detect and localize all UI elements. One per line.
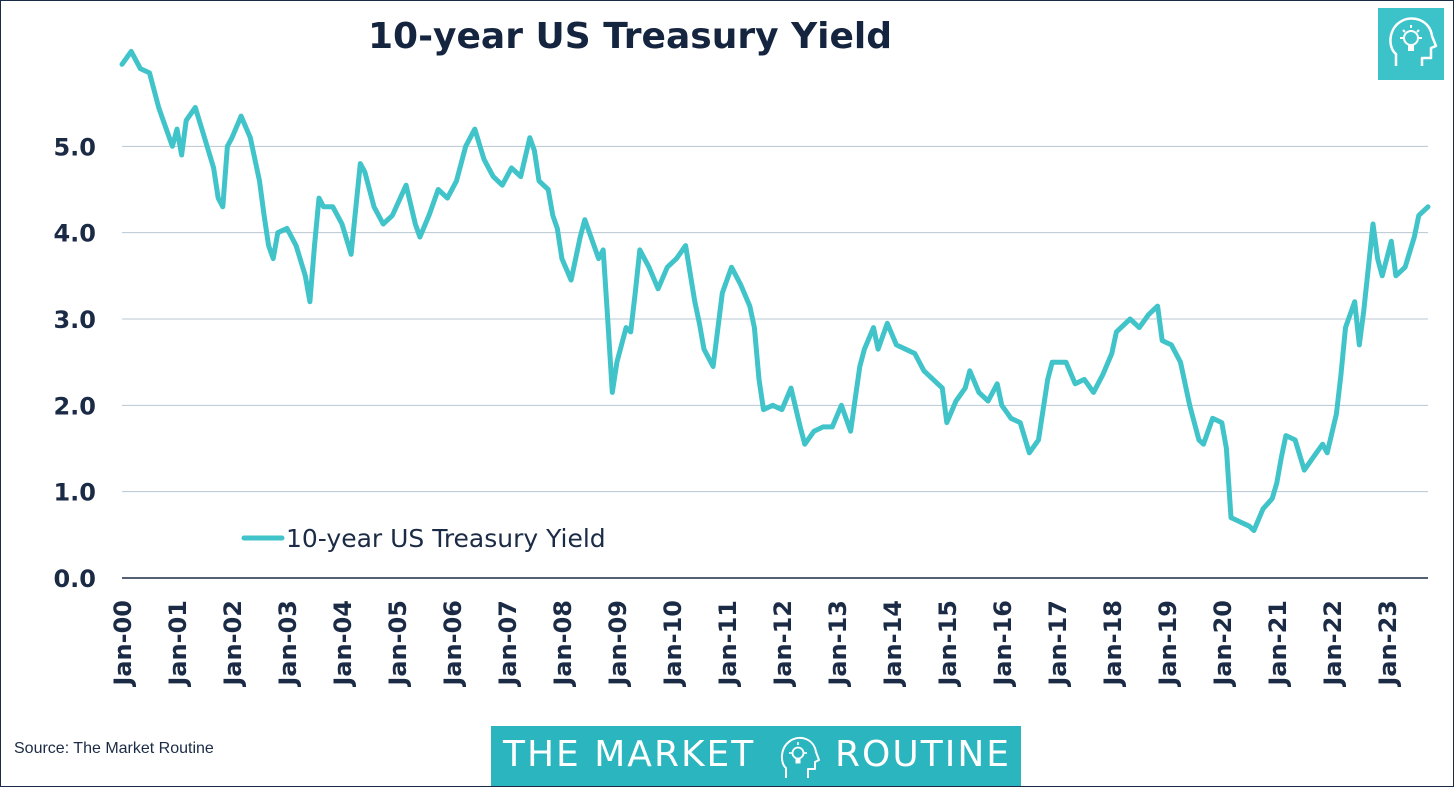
x-tick-label: Jan-02 (219, 600, 247, 688)
x-tick-label: Jan-05 (384, 600, 412, 688)
x-tick-label: Jan-00 (109, 600, 137, 688)
x-tick-label: Jan-13 (824, 600, 852, 688)
y-tick-label: 3.0 (53, 306, 96, 334)
brand-name-right: ROUTINE (835, 734, 1011, 775)
legend: 10-year US Treasury Yield (241, 524, 606, 553)
x-tick-label: Jan-04 (329, 600, 357, 688)
brand-banner: THE MARKET ROUTINE (491, 726, 1021, 786)
y-tick-label: 5.0 (53, 133, 96, 161)
y-tick-label: 0.0 (53, 565, 96, 593)
x-tick-label: Jan-20 (1209, 600, 1237, 688)
x-tick-label: Jan-17 (1044, 600, 1072, 688)
x-tick-label: Jan-19 (1154, 600, 1182, 688)
x-tick-label: Jan-22 (1319, 600, 1347, 688)
x-tick-label: Jan-12 (769, 600, 797, 688)
x-tick-label: Jan-23 (1374, 600, 1402, 688)
x-tick-label: Jan-15 (934, 600, 962, 688)
x-tick-label: Jan-06 (439, 600, 467, 688)
x-axis-ticks: Jan-00 Jan-01 Jan-02 Jan-03 Jan-04 Jan-05 Jan-… (109, 600, 1402, 688)
corner-logo (1378, 8, 1444, 80)
y-tick-label: 2.0 (53, 392, 96, 420)
x-tick-label: Jan-21 (1264, 600, 1292, 688)
legend-label: 10-year US Treasury Yield (286, 524, 606, 553)
y-tick-label: 4.0 (53, 220, 96, 248)
x-tick-label: Jan-10 (659, 600, 687, 688)
x-tick-label: Jan-07 (494, 600, 522, 688)
x-tick-label: Jan-14 (879, 600, 907, 688)
x-tick-label: Jan-09 (604, 600, 632, 688)
chart-title: 10-year US Treasury Yield (368, 16, 893, 57)
source-note: Source: The Market Routine (14, 740, 214, 757)
series-line-10y-yield (119, 48, 1431, 533)
y-tick-label: 1.0 (53, 479, 96, 507)
x-tick-label: Jan-03 (274, 600, 302, 688)
x-tick-label: Jan-18 (1099, 600, 1127, 688)
lightbulb-head-icon (780, 736, 820, 778)
x-tick-label: Jan-08 (549, 600, 577, 688)
x-tick-label: Jan-11 (714, 600, 742, 688)
y-axis-ticks: 0.0 1.0 2.0 3.0 4.0 5.0 (53, 133, 96, 593)
x-tick-label: Jan-01 (164, 600, 192, 688)
x-tick-label: Jan-16 (989, 600, 1017, 688)
brand-name-left: THE MARKET (503, 734, 756, 775)
lightbulb-head-icon (1389, 17, 1438, 66)
